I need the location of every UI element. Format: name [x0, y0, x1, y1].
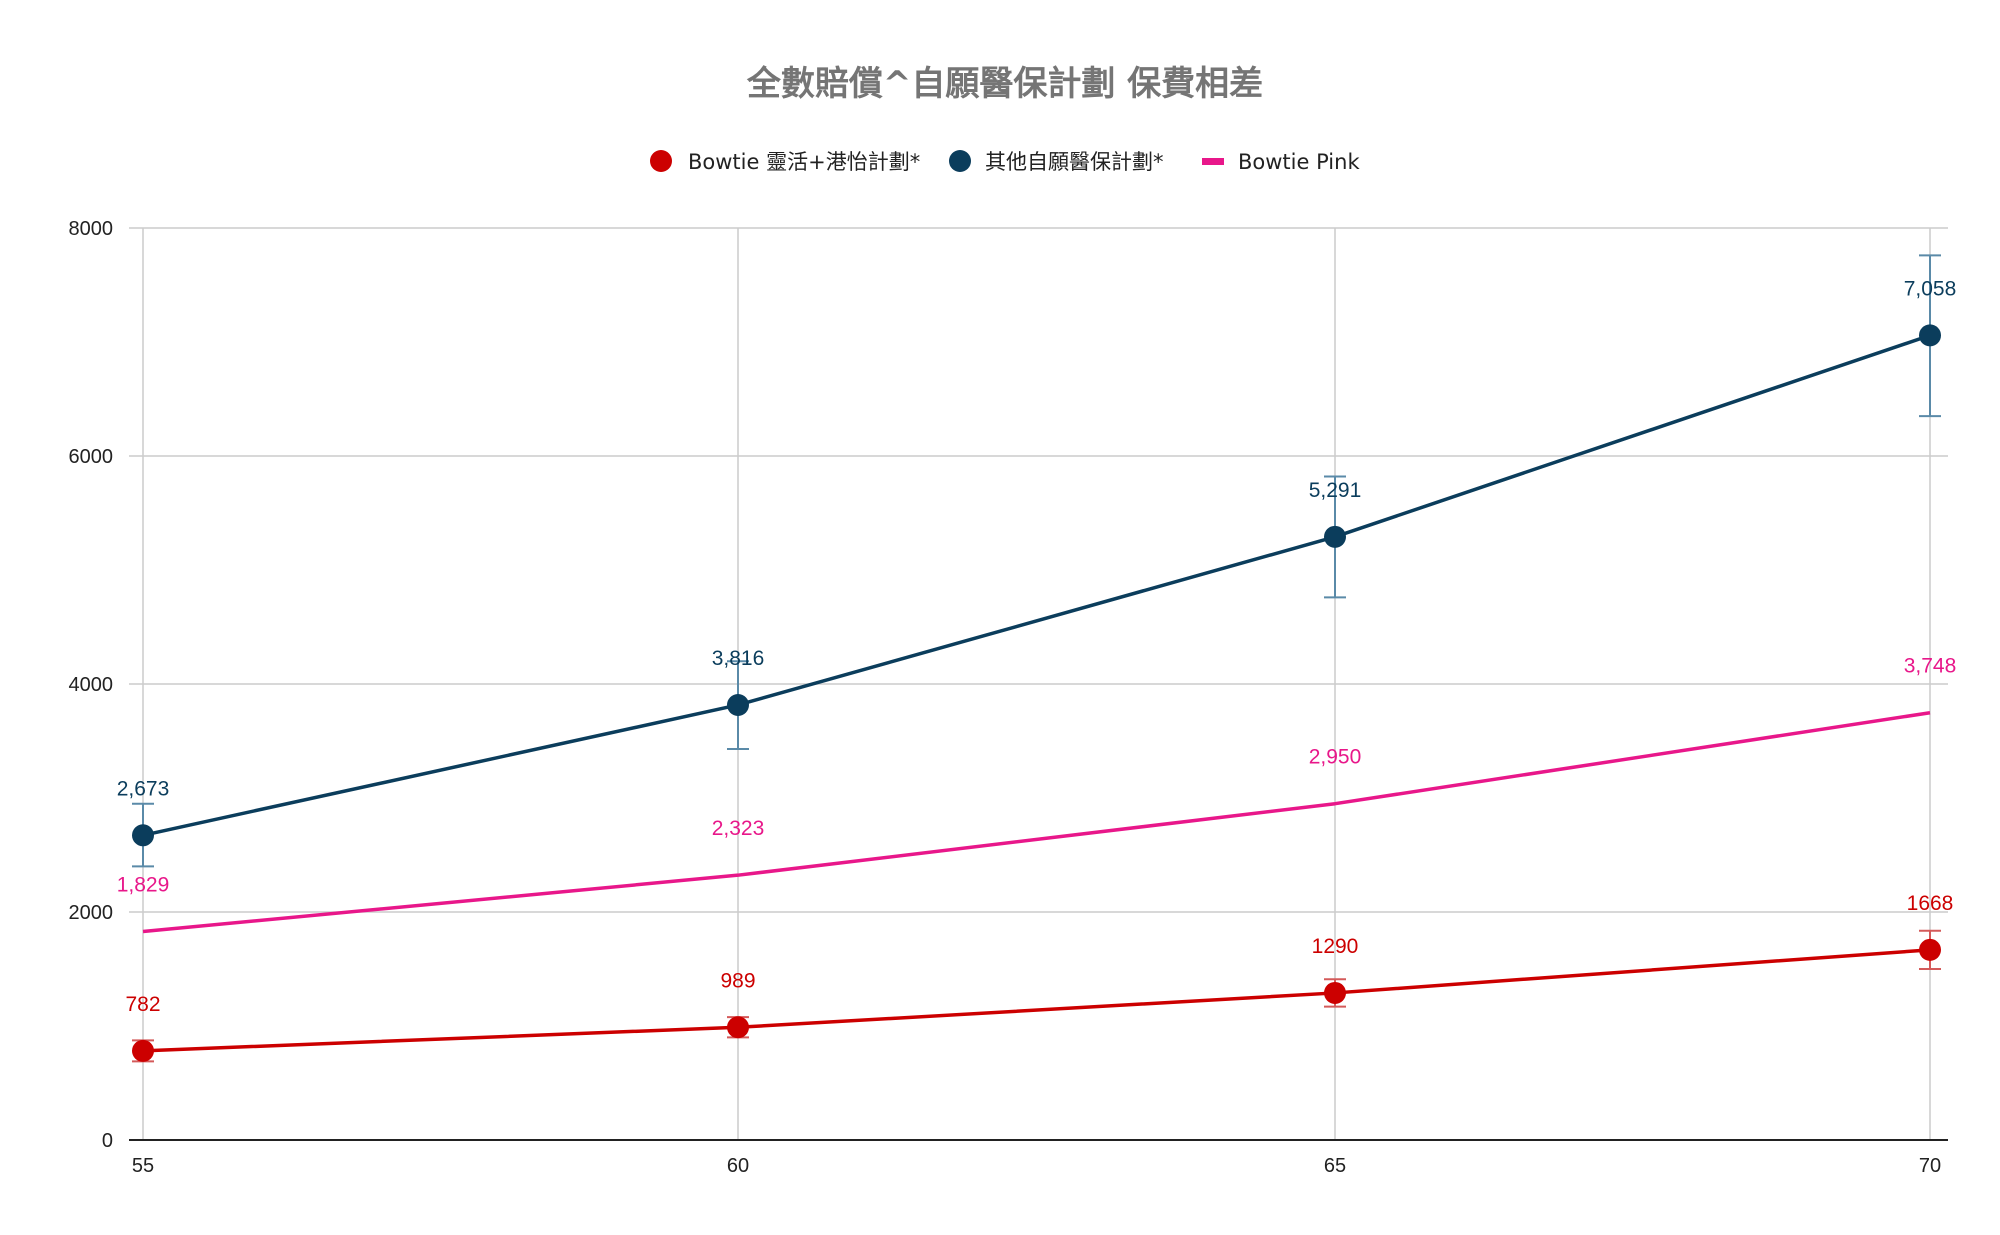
y-tick-label: 2000	[69, 902, 114, 924]
data-point	[1919, 324, 1941, 347]
x-tick-label: 60	[727, 1155, 749, 1177]
data-label: 989	[720, 969, 755, 992]
data-point	[727, 1016, 749, 1039]
data-label: 1668	[1907, 892, 1954, 915]
y-tick-label: 0	[102, 1130, 113, 1152]
series-bowtie-pink: 1,829 2,323 2,950 3,748	[117, 655, 1957, 934]
data-point	[1324, 981, 1346, 1004]
x-tick-label: 70	[1919, 1155, 1941, 1177]
legend-label-bowtie-flex: Bowtie 靈活+港怡計劃*	[688, 150, 920, 174]
series-line	[142, 710, 1931, 934]
legend-marker-other-vhis	[949, 150, 971, 172]
y-axis-ticks: 0 2000 4000 6000 8000	[69, 218, 114, 1152]
data-label: 3,748	[1904, 655, 1957, 678]
y-tick-label: 4000	[69, 674, 114, 696]
data-label: 5,291	[1309, 479, 1362, 502]
series-other-vhis: 2,673 3,816 5,291 7,058	[117, 254, 1957, 868]
x-tick-label: 65	[1324, 1155, 1346, 1177]
data-label: 2,323	[712, 817, 765, 840]
gridlines	[129, 227, 1948, 1141]
series-line	[142, 333, 1931, 837]
y-tick-label: 6000	[69, 446, 114, 468]
legend-marker-bowtie-flex	[650, 150, 672, 172]
x-axis-ticks: 55 60 65 70	[132, 1155, 1941, 1177]
data-point	[132, 824, 154, 847]
data-label: 7,058	[1904, 277, 1957, 300]
data-label: 2,950	[1309, 746, 1362, 769]
y-tick-label: 8000	[69, 218, 114, 240]
data-point	[1919, 938, 1941, 961]
legend-label-bowtie-pink: Bowtie Pink	[1238, 150, 1360, 174]
data-point	[132, 1039, 154, 1062]
legend: Bowtie 靈活+港怡計劃* 其他自願醫保計劃* Bowtie Pink	[650, 150, 1360, 174]
series-line	[142, 948, 1931, 1053]
series-layer: 1,829 2,323 2,950 3,748 782 989 1290 1668 2,673 3…	[117, 254, 1957, 1063]
data-label: 2,673	[117, 777, 170, 800]
legend-marker-bowtie-pink	[1202, 158, 1224, 165]
series-bowtie-flex: 782 989 1290 1668	[125, 892, 1954, 1063]
x-tick-label: 55	[132, 1155, 154, 1177]
data-label: 3,816	[712, 647, 765, 670]
data-label: 1290	[1312, 935, 1359, 958]
data-point	[727, 693, 749, 716]
legend-label-other-vhis: 其他自願醫保計劃*	[985, 150, 1164, 174]
chart-title: 全數賠償^自願醫保計劃 保費相差	[746, 64, 1263, 104]
data-label: 1,829	[117, 873, 170, 896]
data-point	[1324, 525, 1346, 548]
data-label: 782	[125, 993, 160, 1016]
